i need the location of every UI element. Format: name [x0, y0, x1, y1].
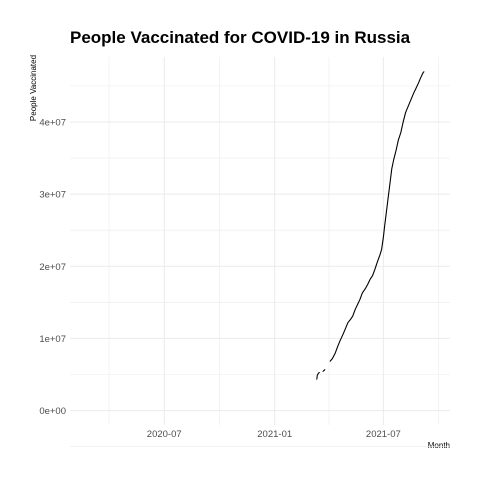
x-tick-label: 2021-07 — [366, 429, 401, 440]
series-line-segment — [329, 71, 425, 362]
chart-title: People Vaccinated for COVID-19 in Russia — [70, 28, 411, 47]
series-line-segment — [322, 369, 326, 373]
x-tick-label: 2020-07 — [147, 429, 182, 440]
series-line-segment — [316, 371, 321, 380]
y-tick-label: 0e+00 — [39, 406, 66, 417]
y-tick-label: 4e+07 — [39, 117, 66, 128]
series-lines — [316, 71, 425, 380]
y-tick-label: 1e+07 — [39, 334, 66, 345]
y-tick-label: 3e+07 — [39, 190, 66, 201]
grid-lines — [70, 57, 450, 447]
x-axis-title: Month — [428, 441, 450, 450]
x-tick-label: 2021-01 — [257, 429, 292, 440]
y-axis-title: People Vaccinated — [29, 55, 38, 121]
tick-labels: 0e+00 1e+07 2e+07 3e+07 4e+07 2020-07 2021-01 2… — [39, 117, 400, 440]
y-tick-label: 2e+07 — [39, 262, 66, 273]
